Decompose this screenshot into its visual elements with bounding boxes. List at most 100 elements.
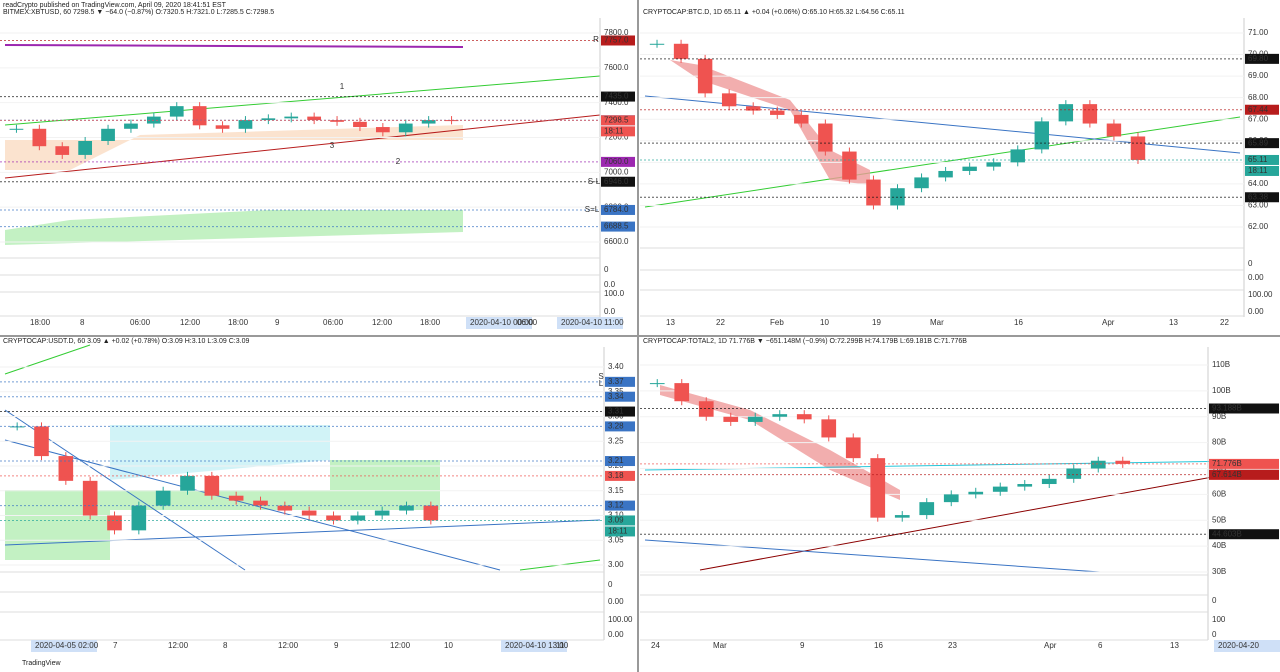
price-tag (601, 91, 635, 102)
x-tick-label: Apr (1044, 641, 1057, 650)
candle-body (124, 123, 138, 129)
x-tick-label: Feb (770, 318, 784, 327)
candle-body (253, 500, 268, 506)
y-tick-label: 3.15 (608, 486, 624, 495)
candle-body (215, 125, 230, 129)
y-tick-label: 62.00 (1248, 222, 1269, 231)
price-tag-label: 3.18 (608, 471, 624, 480)
pane-label: 0 (1212, 596, 1217, 605)
candle-body (444, 120, 459, 122)
annotation: L (599, 379, 604, 388)
candle-body (866, 179, 881, 206)
y-tick-label: 3.00 (608, 560, 624, 569)
annotation: S (598, 372, 603, 381)
candle-body (204, 475, 220, 496)
annotation: S=L (585, 205, 600, 214)
candle-body (55, 146, 70, 155)
y-tick-label: 3.35 (608, 387, 624, 396)
price-tag-label: 3.09 (608, 516, 624, 525)
candle-body (169, 106, 184, 117)
candle-body (870, 458, 886, 518)
y-tick-label: 71.00 (1248, 28, 1269, 37)
y-tick-label: 64.00 (1248, 179, 1269, 188)
price-tag-label: 3.28 (608, 422, 624, 431)
price-tag-label: 67.614B (1212, 470, 1242, 479)
price-tag (601, 35, 635, 46)
pane-label: 100.00 (608, 615, 633, 624)
price-tag-label: 65.89 (1248, 138, 1269, 147)
price-tag (605, 526, 635, 537)
price-tag (601, 221, 635, 232)
candle-body (649, 43, 665, 45)
candle-body (423, 505, 439, 521)
candle-body (747, 416, 763, 422)
annotation: R (593, 35, 599, 44)
candle-body (261, 118, 276, 121)
y-tick-label: 3.10 (608, 511, 624, 520)
candle-body (796, 414, 812, 420)
time-tag (501, 640, 567, 652)
y-tick-label: 110B (1212, 360, 1230, 369)
price-tag-label: 7757.0 (604, 36, 629, 45)
x-tick-label: 11 (556, 641, 565, 650)
price-tag-label: 65.11 (1248, 155, 1268, 164)
price-tag (605, 470, 635, 481)
candle-body (1034, 121, 1049, 150)
time-tag (31, 640, 97, 652)
y-tick-label: 50B (1212, 515, 1226, 524)
x-tick-label: 23 (948, 641, 957, 650)
candle-body (674, 383, 690, 402)
chart-title: CRYPTOCAP:BTC.D, 1D 65.11 ▲ +0.04 (+0.06… (643, 9, 905, 16)
candle-body (9, 128, 24, 130)
price-tag (601, 126, 635, 137)
x-tick-label: Mar (930, 318, 944, 327)
x-tick-label: Apr (1102, 318, 1115, 327)
price-tag-label: 7435.0 (604, 92, 629, 101)
pane-label: 0 (604, 265, 609, 274)
candle-body (1010, 149, 1025, 163)
x-tick-label: 12:00 (180, 318, 201, 327)
pane-label: 0 (1248, 259, 1253, 268)
y-tick-label: 67.00 (1248, 114, 1269, 123)
candle-body (968, 491, 984, 495)
price-tag-label: 7060.0 (604, 157, 629, 166)
candle-body (228, 495, 244, 501)
chart-title: CRYPTOCAP:TOTAL2, 1D 71.776B ▼ −651.148M… (643, 338, 967, 345)
y-tick-label: 100B (1212, 386, 1231, 395)
price-tag-label: 6784.0 (604, 205, 629, 214)
x-tick-label: 06:00 (130, 318, 151, 327)
x-tick-label: 13 (1169, 318, 1178, 327)
price-tag-label: 44.603B (1212, 529, 1242, 538)
y-tick-label: 80B (1212, 438, 1226, 447)
candle-body (398, 123, 413, 133)
price-tag-label: 3.37 (608, 377, 624, 386)
x-tick-label: 06:00 (323, 318, 344, 327)
candle-body (284, 116, 299, 119)
price-tag-label: 3.31 (608, 407, 624, 416)
y-tick-label: 3.40 (608, 362, 624, 371)
candle-body (1017, 484, 1033, 487)
y-tick-label: 68.00 (1248, 93, 1269, 102)
price-tag-label: 93.188B (1212, 404, 1242, 413)
x-tick-label: 19 (872, 318, 881, 327)
candle-body (794, 114, 809, 124)
candle-body (277, 505, 293, 511)
y-tick-label: 7400.0 (604, 98, 629, 107)
candle-body (697, 58, 713, 94)
price-tag-label: 3.34 (608, 392, 624, 401)
price-tag (1245, 53, 1279, 64)
price-tag-label: 63.38 (1248, 192, 1269, 201)
annotation: 1 (340, 82, 345, 91)
price-tag-label: 18:11 (604, 126, 624, 135)
pane-label: 0.0 (604, 280, 616, 289)
candle-body (723, 416, 739, 422)
candle-body (1106, 123, 1122, 137)
candle-body (1058, 104, 1074, 122)
x-tick-label: 18:00 (228, 318, 249, 327)
x-tick-label: 13 (666, 318, 675, 327)
candle-body (82, 480, 98, 516)
x-tick-label: 22 (1220, 318, 1229, 327)
x-tick-label: 9 (800, 641, 805, 650)
y-tick-label: 90B (1212, 412, 1226, 421)
